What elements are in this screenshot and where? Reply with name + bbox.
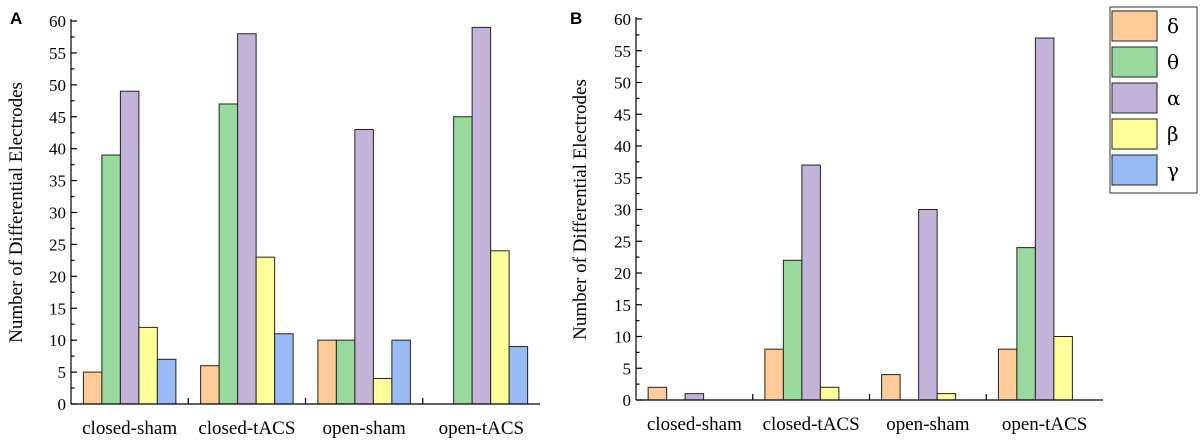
bar-open-tACS-series-3 (1034, 37, 1055, 401)
x-tick-label-open-tACS: open-tACS (1002, 414, 1088, 435)
bar-closed-sham-series-1 (647, 386, 668, 401)
bar-open-sham-series-3 (918, 209, 938, 401)
bar-open-sham-series-5 (391, 339, 411, 405)
bar-open-tACS-series-2 (1016, 247, 1036, 401)
y-tick-label: 5 (58, 363, 67, 382)
y-tick-label: 60 (49, 12, 66, 31)
x-tick-label-closed-sham: closed-sham (82, 418, 177, 439)
y-tick-label: 0 (623, 391, 632, 410)
bar-open-tACS-series-4 (490, 250, 510, 405)
legend-swatch (1111, 154, 1158, 186)
bar-closed-tACS-series-5 (274, 333, 294, 405)
legend-swatch (1111, 118, 1158, 150)
bar-closed-sham-series-5 (156, 358, 177, 405)
y-tick-label: 15 (614, 296, 631, 315)
y-tick-label: 10 (49, 331, 66, 350)
legend-label: α (1167, 86, 1181, 110)
bar-closed-sham-series-1 (82, 371, 103, 405)
panel-letter: A (10, 9, 22, 28)
y-tick-label: 40 (49, 140, 66, 159)
bar-closed-sham-series-4 (138, 326, 158, 405)
y-tick-label: 25 (614, 232, 631, 251)
x-tick-label-closed-tACS: closed-tACS (198, 418, 295, 439)
y-tick-label: 5 (623, 359, 632, 378)
y-tick-label: 10 (614, 328, 631, 347)
legend-label: γ (1167, 158, 1179, 182)
bar-open-tACS-series-4 (1053, 336, 1073, 401)
legend-label: δ (1167, 14, 1179, 38)
x-tick-label-open-tACS: open-tACS (439, 418, 525, 439)
y-axis-title: Number of Differential Electrodes (6, 82, 27, 343)
bar-closed-tACS-series-2 (218, 103, 239, 405)
x-tick-label-closed-sham: closed-sham (647, 414, 742, 435)
panel-letter: B (570, 9, 582, 28)
bar-closed-tACS-series-1 (764, 348, 784, 401)
chart-panel-a: A 0 5 10 15 20 25 30 35 40 45 50 55 60 closed-sham clos… (6, 9, 540, 439)
y-tick-label: 60 (614, 10, 631, 29)
legend-swatch (1111, 46, 1158, 78)
legend-label: β (1167, 122, 1179, 146)
chart-panel-b: B 0 5 10 15 20 25 30 35 40 45 50 55 60 closed-sham clos… (570, 9, 1103, 435)
bar-closed-tACS-series-4 (819, 386, 840, 401)
y-tick-label: 55 (49, 44, 66, 63)
y-tick-label: 20 (614, 264, 631, 283)
y-tick-label: 35 (49, 172, 66, 191)
bar-open-tACS-series-2 (453, 116, 473, 405)
bar-open-sham-series-3 (354, 129, 374, 405)
y-tick-label: 35 (614, 169, 631, 188)
y-tick-label: 25 (49, 235, 66, 254)
bar-closed-tACS-series-3 (801, 164, 821, 401)
bar-closed-tACS-series-3 (237, 33, 257, 405)
bar-open-sham-series-1 (317, 339, 337, 405)
y-tick-label: 50 (614, 74, 631, 93)
x-tick-label-open-sham: open-sham (886, 414, 970, 435)
y-tick-label: 50 (49, 76, 66, 95)
legend-label: θ (1167, 50, 1179, 74)
y-tick-label: 30 (614, 201, 631, 220)
legend-swatch (1111, 82, 1158, 114)
legend-swatch (1111, 10, 1158, 42)
bar-open-sham-series-1 (881, 374, 901, 401)
bar-open-tACS-series-1 (997, 348, 1018, 401)
bar-closed-tACS-series-4 (255, 256, 276, 405)
x-tick-label-open-sham: open-sham (322, 418, 406, 439)
bar-open-sham-series-4 (372, 377, 393, 405)
bar-closed-sham-series-3 (684, 393, 705, 401)
y-tick-label: 0 (58, 395, 67, 414)
y-tick-label: 30 (49, 204, 66, 223)
y-tick-label: 15 (49, 299, 66, 318)
y-tick-label: 55 (614, 42, 631, 61)
y-tick-label: 40 (614, 137, 631, 156)
bar-closed-tACS-series-1 (200, 365, 220, 405)
bar-open-tACS-series-3 (471, 26, 492, 405)
bar-closed-sham-series-3 (119, 90, 140, 405)
y-tick-label: 20 (49, 267, 66, 286)
bar-open-sham-series-2 (335, 339, 356, 405)
y-axis-title: Number of Differential Electrodes (570, 79, 591, 340)
bar-closed-tACS-series-2 (782, 259, 803, 401)
y-tick-label: 45 (614, 105, 631, 124)
y-tick-label: 45 (49, 108, 66, 127)
x-tick-label-closed-tACS: closed-tACS (763, 414, 860, 435)
bar-open-sham-series-4 (936, 393, 957, 401)
bar-closed-sham-series-2 (101, 154, 121, 405)
bar-open-tACS-series-5 (508, 346, 529, 405)
